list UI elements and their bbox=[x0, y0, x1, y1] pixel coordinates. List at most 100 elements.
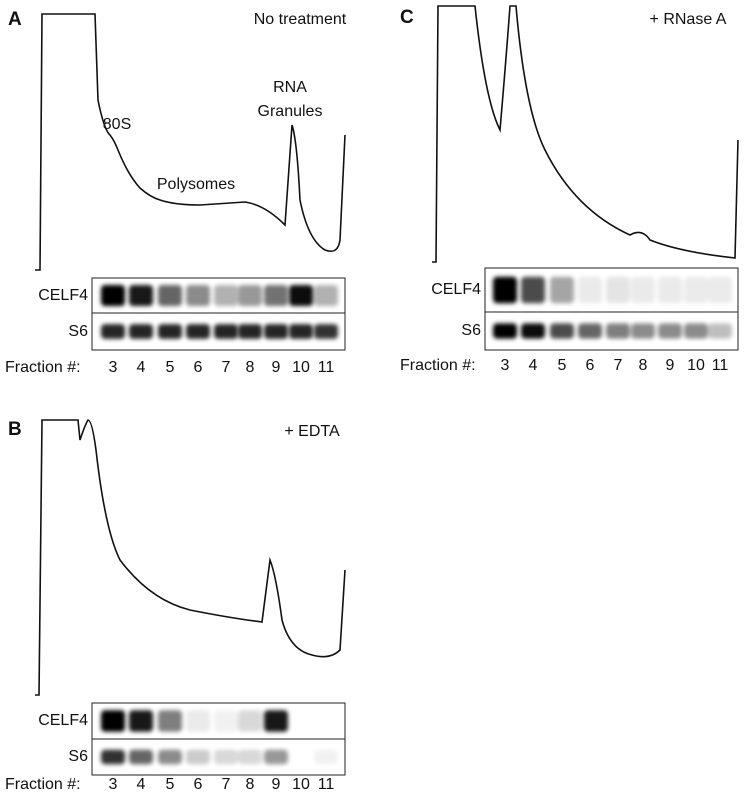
blot-band bbox=[314, 324, 338, 339]
blot-label: CELF4 bbox=[431, 281, 481, 298]
blot-band bbox=[214, 324, 238, 339]
blot-band bbox=[101, 285, 125, 306]
fraction-number: 8 bbox=[246, 359, 255, 376]
fraction-number: 9 bbox=[272, 776, 281, 793]
blot-band bbox=[521, 276, 545, 304]
blot-band bbox=[606, 323, 630, 339]
blot-band bbox=[493, 323, 517, 339]
fraction-number: 7 bbox=[222, 776, 231, 793]
blot-band bbox=[606, 276, 630, 304]
fraction-label: Fraction #: bbox=[5, 359, 81, 376]
blot-label: S6 bbox=[461, 322, 481, 339]
blot-band bbox=[264, 324, 288, 339]
fraction-number: 5 bbox=[166, 359, 175, 376]
fraction-number: 4 bbox=[137, 776, 146, 793]
blot-band bbox=[658, 276, 682, 304]
blot-band bbox=[578, 323, 602, 339]
blot-band bbox=[631, 276, 655, 304]
fraction-number: 6 bbox=[194, 359, 203, 376]
blot-band bbox=[214, 285, 238, 306]
blot-band bbox=[101, 710, 125, 732]
blot-band bbox=[186, 285, 210, 306]
blot-band bbox=[186, 710, 210, 732]
fraction-number: 10 bbox=[687, 357, 705, 374]
peak-annotation: Granules bbox=[258, 103, 323, 120]
blot-band bbox=[238, 749, 262, 765]
fraction-number: 8 bbox=[246, 776, 255, 793]
condition-label: No treatment bbox=[254, 11, 347, 28]
blot-band bbox=[238, 285, 262, 306]
fraction-number: 8 bbox=[639, 357, 648, 374]
fraction-number: 4 bbox=[137, 359, 146, 376]
blot-band bbox=[264, 749, 288, 765]
condition-label: + EDTA bbox=[284, 423, 340, 440]
fraction-number: 5 bbox=[558, 357, 567, 374]
fraction-number: 3 bbox=[501, 357, 510, 374]
blot-band bbox=[129, 324, 153, 339]
blot-band bbox=[214, 749, 238, 765]
panel-letter: C bbox=[400, 7, 414, 28]
blot-band bbox=[631, 323, 655, 339]
fraction-number: 11 bbox=[318, 776, 335, 793]
fraction-number: 9 bbox=[272, 359, 281, 376]
condition-label: + RNase A bbox=[650, 11, 727, 28]
blot-label: CELF4 bbox=[38, 287, 88, 304]
fraction-number: 5 bbox=[166, 776, 175, 793]
panel-letter: B bbox=[8, 419, 22, 440]
blot-band bbox=[684, 323, 708, 339]
blot-box bbox=[484, 311, 739, 351]
blot-band bbox=[214, 710, 238, 732]
blot-band bbox=[289, 324, 313, 339]
panel-letter: A bbox=[8, 9, 22, 30]
blot-band bbox=[708, 323, 732, 339]
blot-band bbox=[129, 749, 153, 765]
fraction-label: Fraction #: bbox=[5, 776, 81, 793]
blot-label: S6 bbox=[68, 748, 88, 765]
blot-band bbox=[264, 710, 288, 732]
blot-band bbox=[238, 710, 262, 732]
blot-band bbox=[158, 285, 182, 306]
blot-band bbox=[708, 276, 732, 304]
blot-box bbox=[91, 738, 346, 776]
blot-band bbox=[158, 749, 182, 765]
blot-band bbox=[314, 749, 338, 765]
fraction-number: 9 bbox=[666, 357, 675, 374]
fraction-number: 7 bbox=[222, 359, 231, 376]
fraction-number: 7 bbox=[614, 357, 623, 374]
fraction-label: Fraction #: bbox=[400, 357, 476, 374]
profile-curve-a bbox=[35, 13, 346, 271]
fraction-number: 10 bbox=[292, 359, 310, 376]
blot-band bbox=[493, 276, 517, 304]
blot-band bbox=[314, 285, 338, 306]
blot-label: CELF4 bbox=[38, 712, 88, 729]
blot-label: S6 bbox=[68, 323, 88, 340]
fraction-number: 6 bbox=[194, 776, 203, 793]
blot-band bbox=[158, 710, 182, 732]
fraction-number: 6 bbox=[586, 357, 595, 374]
blot-band bbox=[186, 324, 210, 339]
blot-band bbox=[186, 749, 210, 765]
peak-annotation: 80S bbox=[103, 116, 131, 133]
peak-annotation: Polysomes bbox=[157, 176, 235, 193]
blot-box bbox=[91, 312, 346, 351]
blot-band bbox=[658, 323, 682, 339]
blot-band bbox=[550, 323, 574, 339]
fraction-number: 11 bbox=[712, 357, 729, 374]
fraction-number: 10 bbox=[292, 776, 310, 793]
fraction-number: 3 bbox=[109, 776, 118, 793]
blot-band bbox=[264, 285, 288, 306]
blot-band bbox=[238, 324, 262, 339]
blot-band bbox=[684, 276, 708, 304]
profile-curve-c bbox=[432, 5, 739, 263]
blot-band bbox=[101, 324, 125, 339]
peak-annotation: RNA bbox=[273, 79, 307, 96]
blot-band bbox=[521, 323, 545, 339]
fraction-number: 11 bbox=[318, 359, 335, 376]
fraction-number: 3 bbox=[109, 359, 118, 376]
blot-band bbox=[289, 285, 313, 306]
blot-band bbox=[158, 324, 182, 339]
blot-band bbox=[129, 710, 153, 732]
blot-band bbox=[101, 749, 125, 765]
profile-curve-b bbox=[35, 419, 346, 696]
